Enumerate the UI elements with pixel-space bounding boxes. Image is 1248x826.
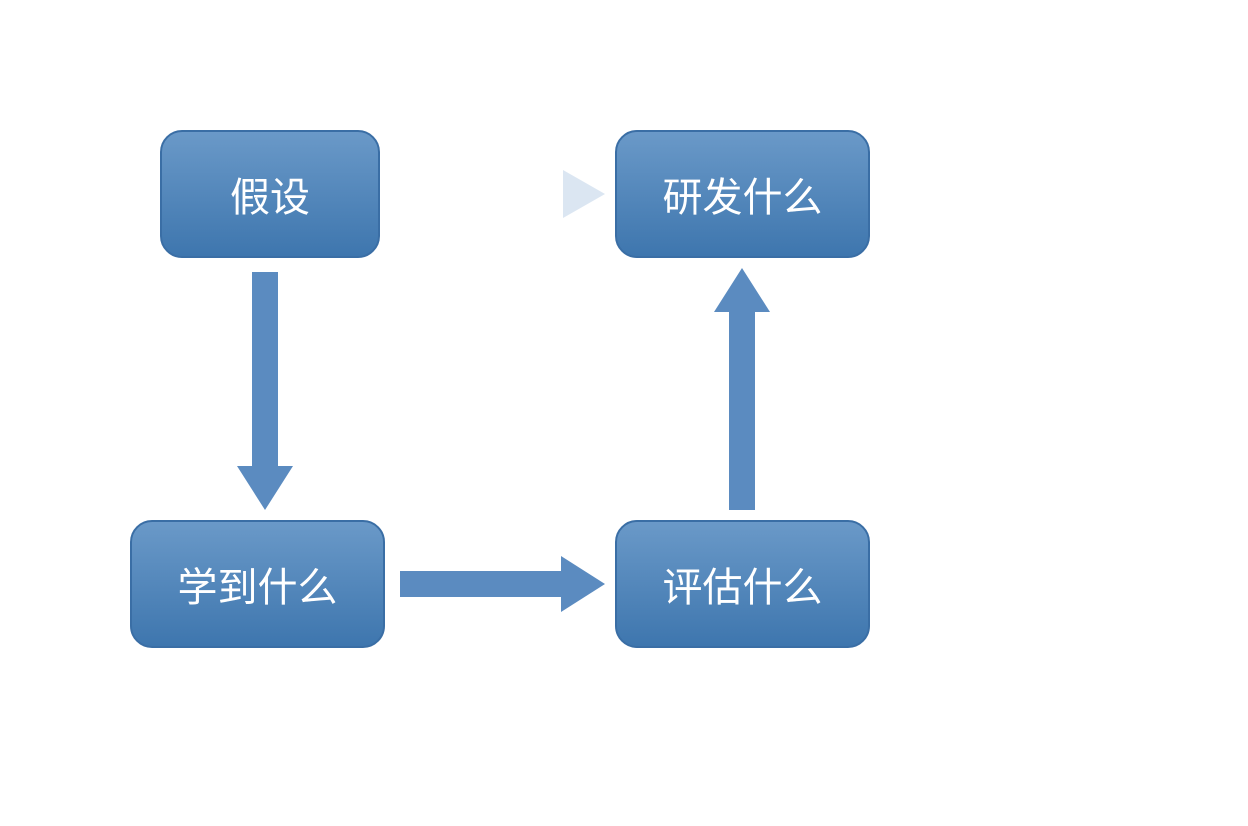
arrowhead-icon (237, 466, 293, 510)
edge-evaluate-to-develop (714, 268, 770, 510)
node-label: 学到什么 (178, 555, 338, 613)
arrowhead-icon (561, 556, 605, 612)
flowchart-canvas: 假设 研发什么学到什么 评估什么 (0, 0, 1248, 826)
edges-layer (0, 0, 1248, 826)
edge-learn-to-evaluate (400, 556, 605, 612)
node-hypothesis: 假设 (160, 130, 380, 258)
edge-hypothesis-to-learn (237, 272, 293, 510)
arrowhead-icon (714, 268, 770, 312)
node-learn: 学到什么 (130, 520, 385, 648)
node-label: 研发什么 (663, 165, 823, 223)
node-develop: 研发什么 (615, 130, 870, 258)
edge-hypothesis-to-develop (395, 170, 605, 218)
node-label: 评估什么 (663, 555, 823, 613)
node-label: 假设 (230, 165, 310, 223)
node-evaluate: 评估什么 (615, 520, 870, 648)
arrowhead-icon (563, 170, 605, 218)
